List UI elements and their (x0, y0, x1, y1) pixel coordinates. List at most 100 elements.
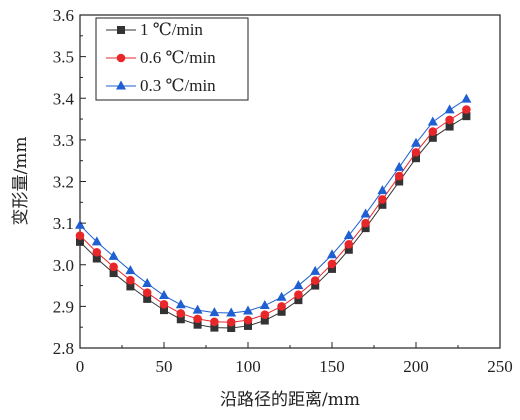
data-point (75, 219, 85, 229)
data-point (227, 324, 236, 333)
legend-marker (116, 53, 126, 63)
data-point (310, 276, 320, 285)
data-point (193, 314, 202, 324)
series-1 (76, 112, 471, 333)
data-point (327, 249, 337, 259)
series-line (79, 109, 467, 323)
data-point (427, 116, 438, 126)
data-point (361, 224, 370, 233)
legend-marker (116, 80, 126, 90)
data-point (260, 310, 270, 320)
y-tick-label: 3.4 (53, 89, 75, 108)
data-point (125, 265, 136, 275)
y-tick-label: 2.9 (53, 297, 74, 316)
data-point (76, 237, 84, 246)
x-tick-label: 200 (403, 357, 429, 376)
data-point (109, 262, 118, 272)
data-point (394, 161, 405, 171)
data-point (260, 316, 269, 325)
data-point (344, 245, 353, 254)
data-point (394, 171, 404, 181)
data-point (461, 93, 472, 103)
data-point (108, 250, 119, 260)
data-point (243, 315, 253, 325)
data-point (445, 115, 454, 125)
data-point (210, 317, 219, 327)
data-point (428, 133, 437, 142)
data-point (411, 137, 421, 147)
data-point (142, 288, 152, 297)
series-2 (75, 105, 471, 327)
data-point (412, 154, 420, 163)
data-point (192, 304, 203, 314)
series-line (79, 115, 467, 329)
data-point (378, 195, 387, 204)
legend: 1 ℃/min 0.6 ℃/min 0.3 ℃/min (95, 17, 249, 101)
y-tick-label: 3.3 (53, 131, 74, 150)
y-tick-label: 3.2 (53, 173, 74, 192)
data-point (428, 127, 438, 136)
x-tick-label: 250 (487, 357, 513, 376)
data-point (445, 122, 454, 131)
data-point (226, 307, 237, 317)
x-tick-label: 100 (235, 357, 261, 376)
data-point (160, 306, 168, 315)
data-point (328, 264, 336, 273)
legend-marker (117, 26, 125, 34)
data-point (259, 300, 270, 310)
data-point (395, 177, 404, 186)
data-point (311, 281, 320, 290)
legend-label-3: 0.3 ℃/min (140, 76, 216, 95)
data-point (277, 302, 286, 311)
data-point (361, 218, 370, 228)
legend-label-2: 0.6 ℃/min (140, 48, 216, 67)
data-point (159, 299, 169, 309)
data-point (143, 294, 152, 303)
data-point (462, 105, 471, 114)
data-point (92, 247, 102, 257)
y-tick-label: 3.6 (53, 6, 74, 25)
y-tick-label: 3.1 (53, 214, 74, 233)
y-tick-label: 3.5 (53, 48, 74, 67)
x-tick-label: 0 (76, 357, 85, 376)
data-point (294, 296, 303, 305)
legend-label-1: 1 ℃/min (140, 20, 203, 39)
data-point (276, 291, 287, 301)
data-point (377, 185, 388, 195)
data-point (176, 309, 186, 318)
data-point (277, 307, 286, 316)
data-point (226, 317, 236, 327)
data-point (126, 282, 135, 291)
data-point (126, 275, 135, 285)
data-point (411, 148, 421, 157)
data-point (378, 200, 387, 209)
data-point (310, 265, 321, 275)
data-point (343, 230, 354, 240)
data-point (175, 299, 186, 309)
data-point (91, 236, 102, 246)
data-point (244, 321, 252, 330)
data-point (109, 269, 118, 278)
data-point (294, 290, 303, 300)
series-line (79, 98, 467, 314)
data-point (75, 231, 85, 240)
data-point (344, 240, 354, 249)
x-axis-title: 沿路径的距离/mm (220, 390, 360, 410)
data-point (142, 277, 153, 287)
y-tick-label: 3.0 (53, 256, 74, 275)
tick-layer: 0 50 100 150 200 250 2.8 2.9 3.0 3.1 3.2 3.3 3.4 3.5 3… (53, 6, 513, 376)
data-point (209, 307, 220, 317)
data-point (360, 208, 371, 218)
data-point (92, 254, 101, 263)
y-tick-label: 2.8 (53, 339, 74, 358)
data-point (462, 112, 471, 121)
x-tick-label: 50 (156, 357, 173, 376)
data-point (210, 323, 219, 332)
series-layer (75, 93, 472, 333)
data-point (176, 315, 185, 324)
y-axis-title: 变形量/mm (11, 137, 31, 226)
data-point (159, 290, 169, 300)
data-point (193, 320, 202, 329)
x-tick-label: 150 (319, 357, 345, 376)
series-3 (75, 93, 472, 317)
